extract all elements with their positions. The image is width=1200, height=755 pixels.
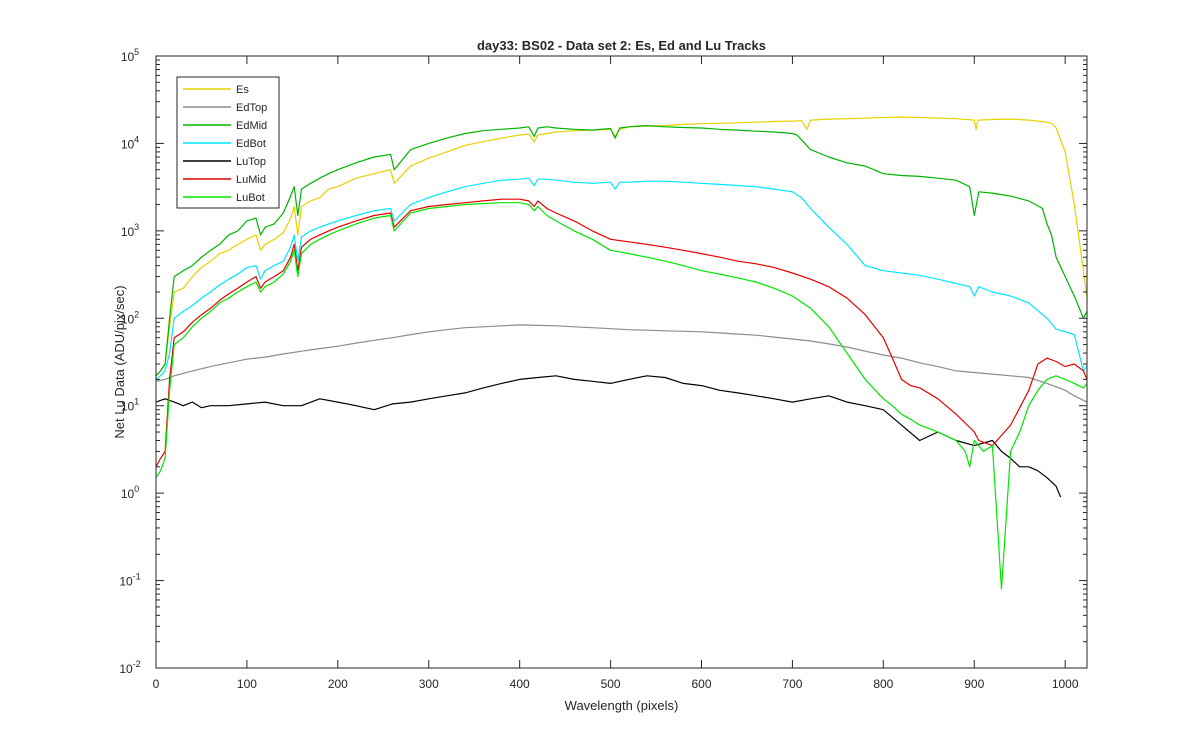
series-line-es	[156, 116, 1087, 377]
y-tick-label: 104	[121, 134, 139, 151]
x-tick-label: 800	[873, 677, 893, 691]
series-line-edmid	[156, 124, 1087, 377]
legend-label-edtop: EdTop	[236, 102, 267, 114]
legend-label-edbot: EdBot	[236, 138, 266, 150]
series-line-lubot	[156, 202, 1087, 590]
y-tick-label: 10-2	[119, 659, 140, 676]
x-tick-label: 300	[419, 677, 439, 691]
axis-layer	[155, 55, 1088, 669]
y-tick-label: 101	[121, 397, 139, 414]
series-line-edtop	[156, 324, 1087, 403]
plot-frame	[155, 55, 1088, 669]
legend-label-lubot: LuBot	[236, 192, 265, 204]
series-line-lutop	[156, 375, 1062, 498]
y-tick-label: 102	[121, 309, 139, 326]
legend-label-es: Es	[236, 84, 249, 96]
y-tick-label: 103	[121, 222, 139, 239]
legend-label-lutop: LuTop	[236, 156, 266, 168]
x-tick-label: 600	[691, 677, 711, 691]
y-tick-label: 100	[121, 484, 139, 501]
y-tick-label: 105	[121, 47, 139, 64]
x-tick-label: 900	[964, 677, 984, 691]
y-axis-label: Net Lu Data (ADU/pix/sec)	[112, 285, 127, 438]
legend-label-edmid: EdMid	[236, 120, 267, 132]
x-tick-label: 400	[510, 677, 530, 691]
x-axis-label: Wavelength (pixels)	[565, 698, 679, 713]
y-tick-label: 10-1	[119, 572, 140, 589]
chart-title: day33: BS02 - Data set 2: Es, Ed and Lu …	[477, 38, 766, 53]
x-tick-label: 1000	[1052, 677, 1079, 691]
series-layer	[156, 116, 1087, 590]
plot-area	[156, 56, 1087, 668]
ticks-layer: 0 100 200 300 400 500 600 700 800 900 1000 10-2 10-1…	[119, 47, 1087, 691]
legend-label-lumid: LuMid	[236, 174, 266, 186]
x-tick-label: 0	[153, 677, 160, 691]
x-tick-label: 500	[601, 677, 621, 691]
x-tick-label: 700	[782, 677, 802, 691]
x-tick-label: 100	[237, 677, 257, 691]
series-line-edbot	[156, 177, 1087, 380]
series-line-lumid	[156, 198, 1087, 468]
x-tick-label: 200	[328, 677, 348, 691]
legend: Es EdTop EdMid EdBot LuTop LuMid LuBot	[176, 76, 280, 209]
